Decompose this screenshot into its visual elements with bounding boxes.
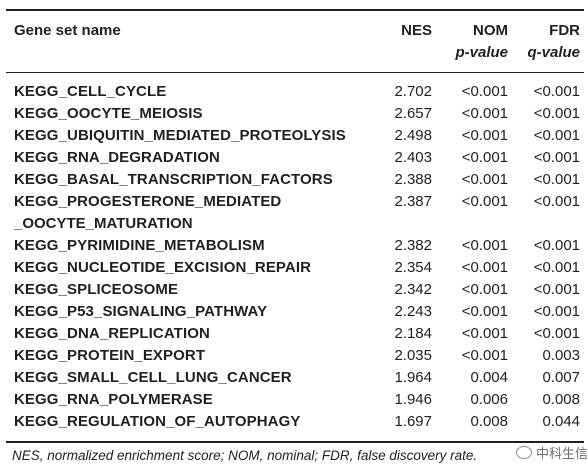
nes-cell: 1.697	[394, 413, 432, 430]
table-row: KEGG_BASAL_TRANSCRIPTION_FACTORS 2.388 <0.…	[0, 169, 588, 191]
nom-p-value-cell: <0.001	[461, 193, 508, 210]
header-q-value-label: q-value	[527, 44, 580, 61]
nes-cell: 1.946	[394, 391, 432, 408]
nom-p-value-cell: <0.001	[461, 171, 508, 188]
table-row: KEGG_SPLICEOSOME 2.342 <0.001 <0.001	[0, 279, 588, 301]
table-row: KEGG_REGULATION_OF_AUTOPHAGY 1.697 0.008 0.…	[0, 411, 588, 433]
header-p-value-label: p-value	[455, 44, 508, 61]
nom-p-value-cell: <0.001	[461, 149, 508, 166]
table-row: KEGG_UBIQUITIN_MEDIATED_PROTEOLYSIS 2.498…	[0, 125, 588, 147]
fdr-q-value-cell: <0.001	[533, 171, 580, 188]
fdr-q-value-cell: <0.001	[533, 303, 580, 320]
header-rule	[6, 72, 584, 73]
nes-cell: 2.035	[394, 347, 432, 364]
nom-p-value-cell: 0.004	[470, 369, 508, 386]
nes-cell: 2.498	[394, 127, 432, 144]
gene-set-name-cell: KEGG_SPLICEOSOME	[14, 281, 179, 298]
gene-set-name-cell: KEGG_CELL_CYCLE	[14, 83, 167, 100]
gene-set-name-cell: KEGG_PROTEIN_EXPORT	[14, 347, 206, 364]
nes-cell: 2.342	[394, 281, 432, 298]
nom-p-value-cell: <0.001	[461, 347, 508, 364]
gene-set-name-cell: KEGG_PYRIMIDINE_METABOLISM	[14, 237, 265, 254]
fdr-q-value-cell: <0.001	[533, 237, 580, 254]
nom-p-value-cell: <0.001	[461, 83, 508, 100]
fdr-q-value-cell: 0.003	[542, 347, 580, 364]
nom-p-value-cell: <0.001	[461, 105, 508, 122]
table-row: KEGG_PROGESTERONE_MEDIATED 2.387 <0.001 <0.…	[0, 191, 588, 213]
fdr-q-value-cell: <0.001	[533, 105, 580, 122]
nes-cell: 2.702	[394, 83, 432, 100]
gene-set-name-cell: KEGG_PROGESTERONE_MEDIATED	[14, 193, 282, 210]
table-row: KEGG_RNA_DEGRADATION 2.403 <0.001 <0.001	[0, 147, 588, 169]
fdr-q-value-cell: 0.008	[542, 391, 580, 408]
table-row: KEGG_CELL_CYCLE 2.702 <0.001 <0.001	[0, 81, 588, 103]
fdr-q-value-cell: <0.001	[533, 127, 580, 144]
gene-set-name-cell: KEGG_DNA_REPLICATION	[14, 325, 210, 342]
nom-p-value-cell: <0.001	[461, 237, 508, 254]
header-nes: NES	[401, 22, 432, 39]
table-row: KEGG_RNA_POLYMERASE 1.946 0.006 0.008	[0, 389, 588, 411]
bottom-rule	[6, 441, 584, 443]
table-row: KEGG_SMALL_CELL_LUNG_CANCER 1.964 0.004 0.0…	[0, 367, 588, 389]
gene-set-name-continuation: _OOCYTE_MATURATION	[14, 215, 193, 232]
gene-set-name-cell: KEGG_SMALL_CELL_LUNG_CANCER	[14, 369, 292, 386]
gene-set-name-cell: KEGG_NUCLEOTIDE_EXCISION_REPAIR	[14, 259, 312, 276]
fdr-q-value-cell: 0.044	[542, 413, 580, 430]
gene-set-name-cell: KEGG_BASAL_TRANSCRIPTION_FACTORS	[14, 171, 333, 188]
fdr-q-value-cell: <0.001	[533, 259, 580, 276]
header-nom-p-value: NOM p-value	[440, 20, 508, 64]
header-fdr-q-value: FDR q-value	[512, 20, 580, 64]
gene-set-name-cell: KEGG_UBIQUITIN_MEDIATED_PROTEOLYSIS	[14, 127, 346, 144]
fdr-q-value-cell: <0.001	[533, 325, 580, 342]
watermark-text: 中科生信	[536, 446, 588, 461]
nes-cell: 2.388	[394, 171, 432, 188]
gene-set-name-cell: KEGG_OOCYTE_MEIOSIS	[14, 105, 203, 122]
header-gene-set-name: Gene set name	[14, 22, 121, 39]
nes-cell: 2.382	[394, 237, 432, 254]
table-row: KEGG_DNA_REPLICATION 2.184 <0.001 <0.001	[0, 323, 588, 345]
table-row: KEGG_PYRIMIDINE_METABOLISM 2.382 <0.001 <0.…	[0, 235, 588, 257]
header-nom-label: NOM	[473, 22, 508, 39]
nes-cell: 2.243	[394, 303, 432, 320]
nom-p-value-cell: 0.006	[470, 391, 508, 408]
table-row: KEGG_NUCLEOTIDE_EXCISION_REPAIR 2.354 <0.0…	[0, 257, 588, 279]
gene-set-name-cell: KEGG_REGULATION_OF_AUTOPHAGY	[14, 413, 301, 430]
nom-p-value-cell: <0.001	[461, 303, 508, 320]
nes-cell: 2.387	[394, 193, 432, 210]
nom-p-value-cell: <0.001	[461, 127, 508, 144]
fdr-q-value-cell: <0.001	[533, 193, 580, 210]
nes-cell: 2.184	[394, 325, 432, 342]
nes-cell: 2.657	[394, 105, 432, 122]
top-rule	[6, 9, 584, 11]
wechat-icon	[516, 446, 532, 459]
table-row: KEGG_P53_SIGNALING_PATHWAY 2.243 <0.001 <0.…	[0, 301, 588, 323]
nom-p-value-cell: <0.001	[461, 281, 508, 298]
fdr-q-value-cell: <0.001	[533, 83, 580, 100]
fdr-q-value-cell: 0.007	[542, 369, 580, 386]
nom-p-value-cell: 0.008	[470, 413, 508, 430]
header-fdr-label: FDR	[549, 22, 580, 39]
gene-set-name-cell: KEGG_RNA_DEGRADATION	[14, 149, 220, 166]
table-row: KEGG_OOCYTE_MEIOSIS 2.657 <0.001 <0.001	[0, 103, 588, 125]
nes-cell: 1.964	[394, 369, 432, 386]
fdr-q-value-cell: <0.001	[533, 281, 580, 298]
gene-set-name-cell: KEGG_RNA_POLYMERASE	[14, 391, 213, 408]
nom-p-value-cell: <0.001	[461, 259, 508, 276]
table-footnote: NES, normalized enrichment score; NOM, n…	[12, 448, 478, 463]
nes-cell: 2.403	[394, 149, 432, 166]
gene-set-name-cell: KEGG_P53_SIGNALING_PATHWAY	[14, 303, 268, 320]
nes-cell: 2.354	[394, 259, 432, 276]
fdr-q-value-cell: <0.001	[533, 149, 580, 166]
watermark: 中科生信	[516, 443, 588, 462]
table-row: KEGG_PROTEIN_EXPORT 2.035 <0.001 0.003	[0, 345, 588, 367]
nom-p-value-cell: <0.001	[461, 325, 508, 342]
